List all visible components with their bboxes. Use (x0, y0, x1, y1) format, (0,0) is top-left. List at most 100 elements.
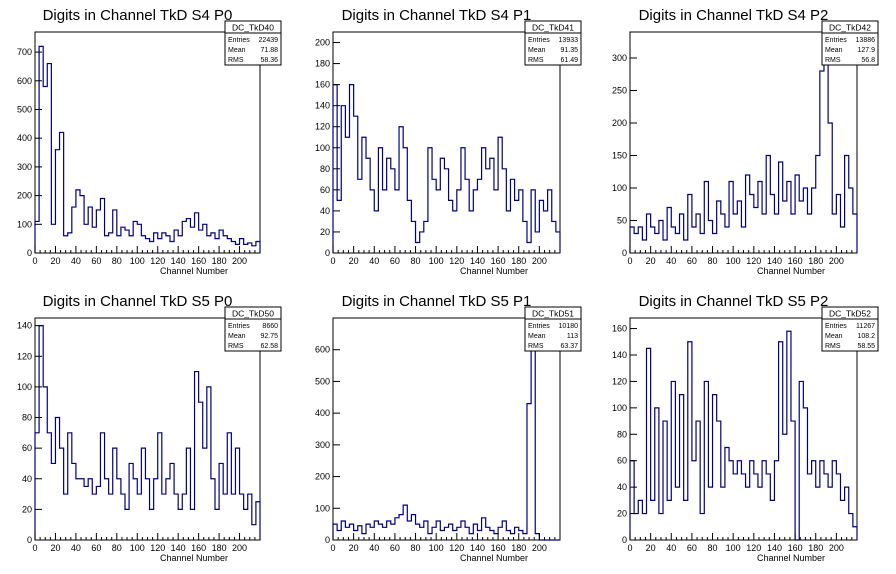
stats-value: 91.35 (560, 47, 578, 54)
x-tick-label: 100 (429, 543, 444, 553)
x-tick-label: 40 (369, 256, 379, 266)
y-tick-label: 0 (27, 535, 32, 545)
chart-panel-2: Digits in Channel TkD S4 P2 0 20 40 60 80 100 1… (612, 7, 879, 276)
stats-label: RMS (825, 57, 841, 64)
x-tick-label: 180 (212, 543, 227, 553)
stats-box-frame (821, 306, 879, 352)
y-tick-label: 20 (22, 504, 32, 514)
x-tick-label: 60 (687, 543, 697, 553)
x-tick-label: 120 (150, 543, 165, 553)
stats-value: 127.9 (857, 47, 875, 54)
histogram-series (629, 330, 858, 541)
y-tick-label: 100 (612, 403, 627, 413)
y-tick-label: 40 (320, 206, 330, 216)
x-tick-label: 80 (708, 543, 718, 553)
histogram-series (332, 84, 561, 253)
x-tick-label: 20 (349, 543, 359, 553)
x-tick-label: 180 (511, 543, 526, 553)
x-axis-label: Channel Number (757, 553, 825, 563)
x-axis-label: Channel Number (460, 266, 528, 276)
y-tick-label: 400 (17, 133, 32, 143)
x-tick-label: 80 (411, 543, 421, 553)
chart-title: Digits in Channel TkD S4 P2 (639, 7, 829, 24)
stats-label: Entries (228, 323, 250, 330)
stats-value: 56.8 (861, 57, 875, 64)
stats-label: Mean (228, 333, 246, 340)
x-tick-label: 100 (726, 256, 741, 266)
stats-label: Entries (228, 37, 250, 44)
y-tick-label: 60 (22, 443, 32, 453)
chart-panel-4: Digits in Channel TkD S5 P1 0 20 40 60 80 100 1… (315, 293, 582, 563)
x-tick-label: 60 (390, 543, 400, 553)
x-tick-label: 120 (746, 543, 761, 553)
x-tick-label: 40 (71, 543, 81, 553)
stats-label: RMS (228, 343, 244, 350)
x-axis-label: Channel Number (160, 266, 228, 276)
x-tick-label: 200 (232, 543, 247, 553)
stats-label: RMS (528, 57, 544, 64)
x-tick-label: 200 (232, 256, 247, 266)
y-tick-label: 120 (17, 351, 32, 361)
x-tick-label: 180 (511, 256, 526, 266)
y-tick-label: 40 (22, 474, 32, 484)
chart-panel-3: Digits in Channel TkD S5 P0 0 20 40 60 80 100 1… (17, 293, 282, 563)
x-tick-label: 140 (470, 256, 485, 266)
y-tick-label: 0 (622, 248, 627, 258)
x-tick-label: 200 (532, 543, 547, 553)
x-tick-label: 40 (666, 256, 676, 266)
y-tick-label: 500 (17, 104, 32, 114)
stats-label: Entries (528, 323, 550, 330)
chart-title: Digits in Channel TkD S4 P0 (43, 7, 233, 24)
y-tick-label: 20 (320, 227, 330, 237)
x-tick-label: 20 (646, 543, 656, 553)
stats-value: 11267 (856, 323, 875, 330)
x-tick-label: 180 (212, 256, 227, 266)
stats-label: Entries (825, 323, 847, 330)
stats-value: 22439 (259, 37, 279, 44)
y-tick-label: 100 (17, 219, 32, 229)
x-tick-label: 160 (191, 256, 206, 266)
x-tick-label: 80 (112, 256, 122, 266)
x-axis-label: Channel Number (160, 553, 228, 563)
x-tick-label: 60 (390, 256, 400, 266)
x-tick-label: 200 (829, 543, 844, 553)
y-tick-label: 250 (612, 86, 627, 96)
chart-title: Digits in Channel TkD S5 P2 (639, 293, 829, 310)
y-tick-label: 160 (315, 80, 330, 90)
y-tick-label: 140 (17, 321, 32, 331)
histogram-series (34, 325, 261, 540)
stats-box: DC_TkD52 Entries 11267 Mean 108.2 RMS 58.55 (821, 306, 879, 352)
y-tick-label: 0 (622, 535, 627, 545)
y-tick-label: 0 (325, 248, 330, 258)
y-tick-label: 160 (612, 324, 627, 334)
x-tick-label: 40 (369, 543, 379, 553)
stats-box-frame (224, 306, 282, 352)
stats-label: Entries (825, 37, 847, 44)
x-tick-label: 20 (646, 256, 656, 266)
x-tick-label: 60 (91, 256, 101, 266)
stats-label: RMS (825, 343, 841, 350)
y-tick-label: 60 (320, 185, 330, 195)
x-tick-label: 140 (767, 543, 782, 553)
y-tick-label: 40 (617, 482, 627, 492)
x-tick-label: 80 (112, 543, 122, 553)
y-tick-label: 200 (17, 191, 32, 201)
x-tick-label: 100 (130, 256, 145, 266)
x-tick-label: 80 (708, 256, 718, 266)
stats-value: 108.2 (857, 333, 875, 340)
stats-name: DC_TkD41 (532, 23, 574, 33)
y-tick-label: 100 (315, 143, 330, 153)
x-tick-label: 0 (627, 543, 632, 553)
stats-name: DC_TkD40 (232, 23, 274, 33)
chart-title: Digits in Channel TkD S5 P0 (43, 293, 233, 310)
x-tick-label: 0 (627, 256, 632, 266)
x-tick-label: 140 (767, 256, 782, 266)
x-tick-label: 120 (150, 256, 165, 266)
y-tick-label: 100 (612, 183, 627, 193)
y-tick-label: 150 (612, 151, 627, 161)
stats-box: DC_TkD42 Entries 13886 Mean 127.9 RMS 56.8 (821, 20, 879, 66)
y-tick-label: 120 (315, 122, 330, 132)
x-tick-label: 140 (171, 256, 186, 266)
x-tick-label: 160 (788, 543, 803, 553)
y-tick-label: 200 (315, 38, 330, 48)
